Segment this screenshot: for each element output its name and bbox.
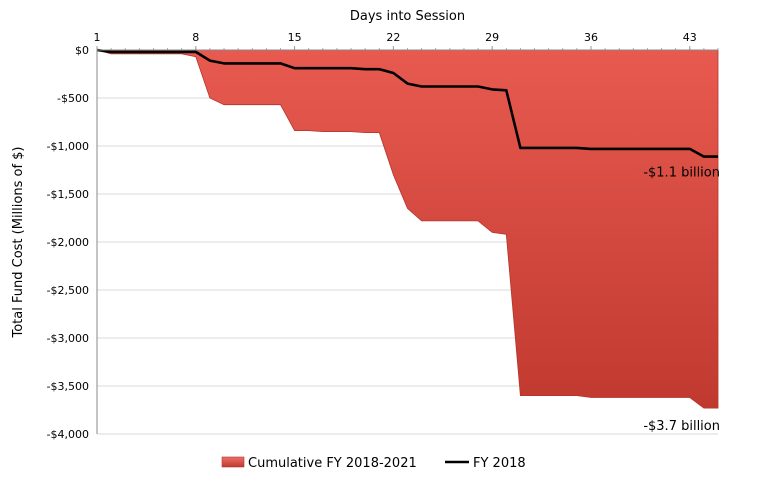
area-series <box>96 49 719 409</box>
line-fy2018 <box>96 48 718 158</box>
x-tick-label: 8 <box>192 31 199 44</box>
legend-label-line: FY 2018 <box>473 456 526 471</box>
x-tick-label: 43 <box>683 31 697 44</box>
axes <box>96 46 719 434</box>
y-tick-label: -$500 <box>57 92 89 105</box>
y-tick-label: $0 <box>75 44 89 57</box>
line-series <box>96 48 718 158</box>
x-tick-label: 15 <box>288 31 302 44</box>
y-tick-label: -$4,000 <box>47 428 89 441</box>
y-tick-label: -$1,500 <box>47 188 89 201</box>
y-tick-label: -$3,500 <box>47 380 89 393</box>
legend-label-area: Cumulative FY 2018-2021 <box>248 456 417 471</box>
legend-swatch-area <box>221 456 245 468</box>
x-axis-title: Days into Session <box>350 9 465 24</box>
y-tick-label: -$3,000 <box>47 332 89 345</box>
y-tick-label: -$2,500 <box>47 284 89 297</box>
x-tick-label: 29 <box>485 31 499 44</box>
x-tick-label: 22 <box>386 31 400 44</box>
gridlines <box>97 49 718 435</box>
y-tick-label: -$1,000 <box>47 140 89 153</box>
y-tick-label: -$2,000 <box>47 236 89 249</box>
x-tick-label: 36 <box>584 31 598 44</box>
annotation-label: -$3.7 billion <box>643 419 720 434</box>
legend: Cumulative FY 2018-2021 FY 2018 <box>221 456 526 471</box>
area-cumulative-fy2018-2021 <box>96 49 719 409</box>
x-tick-label: 1 <box>94 31 101 44</box>
labels: $0 -$500 -$1,000 -$1,500 -$2,000 -$2,500 -$3,0… <box>11 9 720 441</box>
annotation-label: -$1.1 billion <box>643 166 720 181</box>
y-axis-title: Total Fund Cost (Millions of $) <box>11 147 26 339</box>
